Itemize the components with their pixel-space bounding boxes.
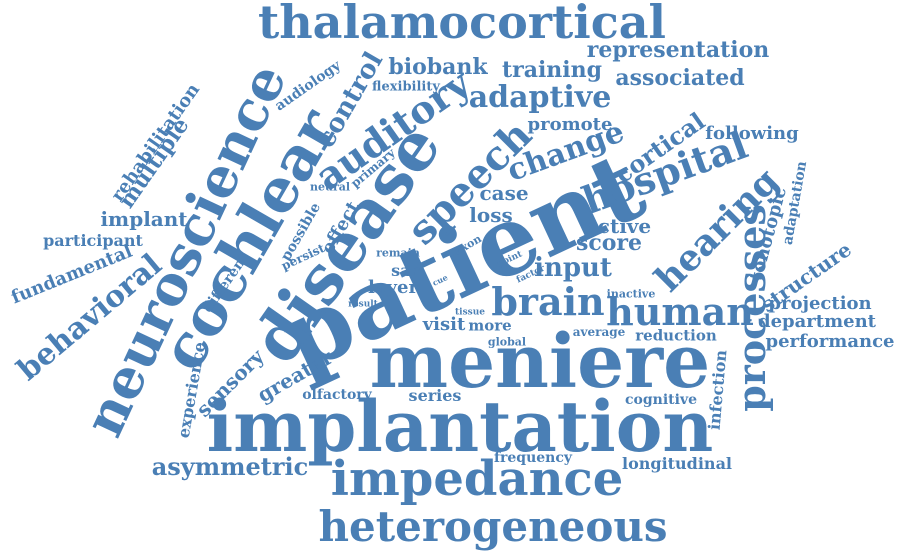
cloud-word-implantation: implantation xyxy=(206,385,714,468)
cloud-word-representation: representation xyxy=(586,37,770,63)
cloud-word-training: training xyxy=(501,57,603,83)
cloud-word-impedance: impedance xyxy=(330,451,624,507)
cloud-word-brain: brain xyxy=(491,279,605,324)
cloud-word-flexibility: flexibility xyxy=(372,79,440,95)
cloud-word-human: human xyxy=(606,289,754,334)
cloud-word-series: series xyxy=(408,386,462,405)
cloud-word-implant: implant xyxy=(100,207,188,231)
cloud-word-promote: promote xyxy=(527,114,613,135)
cloud-word-layer: layer xyxy=(368,277,418,298)
cloud-word-input: input xyxy=(534,253,612,283)
cloud-word-participant: participant xyxy=(43,231,143,250)
cloud-word-meniere: meniere xyxy=(369,319,711,405)
cloud-word-sar: sar xyxy=(391,261,419,280)
cloud-word-active: active xyxy=(584,214,652,238)
cloud-word-visit: visit xyxy=(422,314,466,335)
cloud-word-loss: loss xyxy=(469,203,513,227)
cloud-word-frequency: frequency xyxy=(493,450,573,466)
cloud-word-thalamocortical: thalamocortical xyxy=(257,0,667,49)
cloud-word-inactive: inactive xyxy=(606,287,656,301)
cloud-word-remain: remain xyxy=(376,246,420,260)
cloud-word-projection: projection xyxy=(768,293,872,314)
cloud-word-olfactory: olfactory xyxy=(302,387,372,403)
cloud-word-neural: neural xyxy=(309,180,351,194)
cloud-word-more: more xyxy=(468,316,512,335)
cloud-word-adaptive: adaptive xyxy=(468,80,612,115)
cloud-word-case: case xyxy=(479,181,529,205)
cloud-word-department: department xyxy=(758,311,876,332)
cloud-word-biobank: biobank xyxy=(388,54,488,80)
cloud-word-global: global xyxy=(487,335,527,349)
cloud-word-asymmetric: asymmetric xyxy=(151,452,309,481)
cloud-word-average: average xyxy=(572,325,626,339)
cloud-word-following: following xyxy=(705,123,799,144)
cloud-word-cognitive: cognitive xyxy=(625,392,697,408)
cloud-word-tissue: tissue xyxy=(455,307,485,318)
cloud-word-performance: performance xyxy=(765,331,895,352)
cloud-word-reduction: reduction xyxy=(635,326,717,345)
cloud-word-associated: associated xyxy=(615,65,745,91)
cloud-word-result: result xyxy=(348,299,378,310)
cloud-word-heterogeneous: heterogeneous xyxy=(318,502,668,551)
cloud-word-score: score xyxy=(575,230,643,256)
cloud-word-infection: infection xyxy=(704,349,731,431)
cloud-word-longitudinal: longitudinal xyxy=(621,454,733,473)
